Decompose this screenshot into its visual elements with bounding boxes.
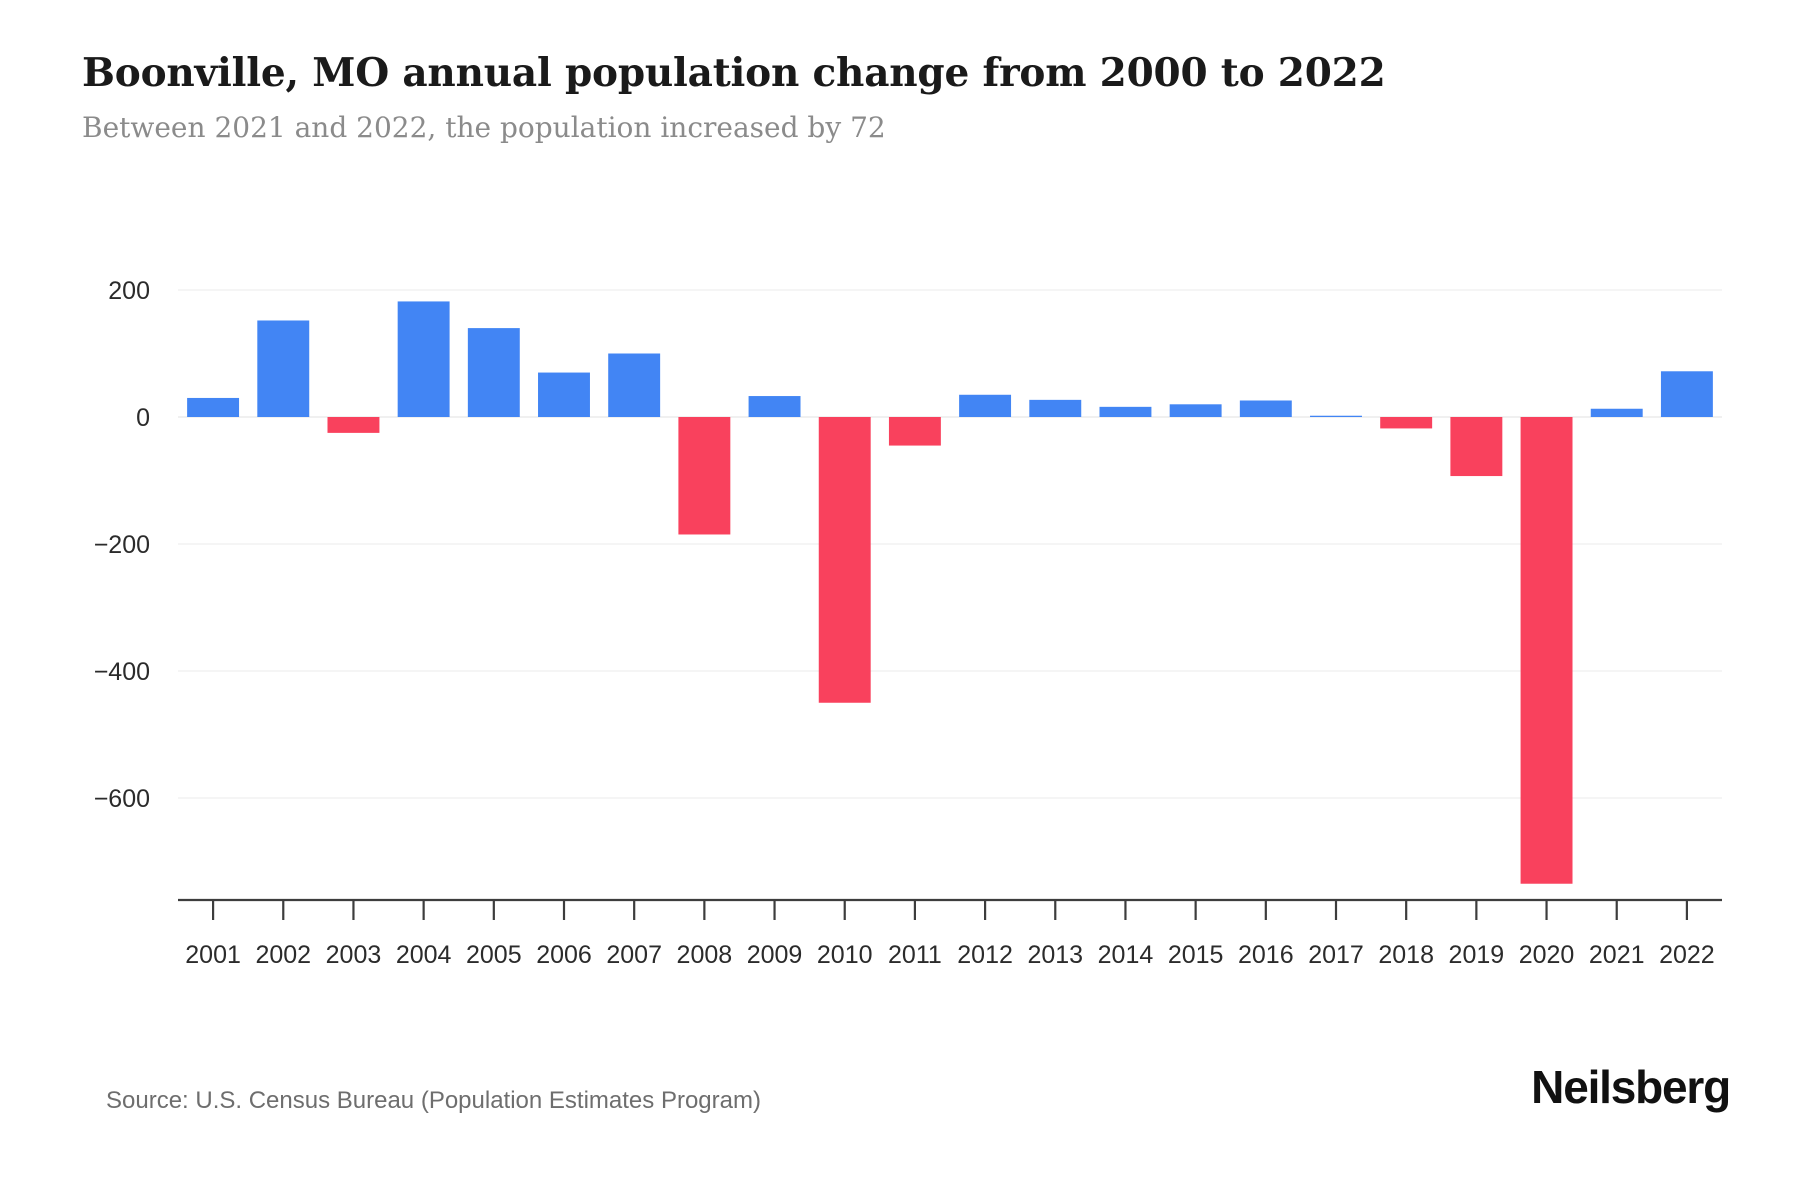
- bar-2013[interactable]: [1029, 399, 1082, 417]
- x-tick-label-2017: 2017: [1308, 941, 1364, 969]
- x-tick-label-2002: 2002: [255, 941, 311, 969]
- y-tick-label: 0: [136, 404, 150, 432]
- brand-logo: Neilsberg: [1531, 1061, 1731, 1113]
- bar-2007[interactable]: [608, 353, 661, 418]
- bar-2017[interactable]: [1310, 415, 1362, 417]
- bar-2011[interactable]: [888, 417, 941, 446]
- x-tick-label-2019: 2019: [1449, 941, 1505, 969]
- bar-2008[interactable]: [678, 417, 731, 535]
- x-tick-label-2006: 2006: [536, 941, 592, 969]
- bar-2010[interactable]: [818, 417, 871, 703]
- x-tick-label-2013: 2013: [1027, 941, 1083, 969]
- x-tick-label-2007: 2007: [606, 941, 662, 969]
- x-tick-label-2005: 2005: [466, 941, 522, 969]
- bar-2003[interactable]: [327, 417, 380, 433]
- bar-2005[interactable]: [467, 328, 520, 417]
- x-tick-label-2001: 2001: [185, 941, 241, 969]
- x-tick-label-2003: 2003: [326, 941, 382, 969]
- bar-2006[interactable]: [538, 372, 590, 417]
- y-tick-label: −200: [94, 531, 150, 559]
- x-tick-label-2018: 2018: [1378, 941, 1434, 969]
- y-tick-labels-group: 200 0 −200 −400 −600: [94, 277, 150, 813]
- bar-2004[interactable]: [397, 301, 450, 417]
- y-tick-label: 200: [108, 277, 150, 305]
- x-tick-label-2014: 2014: [1098, 941, 1154, 969]
- bar-2002[interactable]: [257, 320, 310, 417]
- x-tick-label-2009: 2009: [747, 941, 803, 969]
- bar-2018[interactable]: [1380, 417, 1433, 429]
- bar-2009[interactable]: [748, 396, 801, 417]
- x-tick-labels-group: 2001 2002 2003 2004 2005 2006 2007 2008 2009 2010…: [185, 941, 1714, 969]
- x-axis-group: [178, 898, 1722, 920]
- page-title: Boonville, MO annual population change f…: [82, 50, 1386, 96]
- bar-2019[interactable]: [1450, 417, 1503, 477]
- x-tick-label-2021: 2021: [1589, 941, 1645, 969]
- chart-subtitle: Between 2021 and 2022, the population in…: [82, 110, 886, 144]
- y-tick-label: −600: [94, 785, 150, 813]
- x-tick-label-2016: 2016: [1238, 941, 1294, 969]
- source-note: Source: U.S. Census Bureau (Population E…: [106, 1087, 761, 1114]
- chart-header: Boonville, MO annual population change f…: [82, 52, 1722, 144]
- bar-2022[interactable]: [1660, 371, 1713, 417]
- bar-2001[interactable]: [187, 397, 240, 417]
- bars-group: [187, 301, 1713, 884]
- bar-2012[interactable]: [959, 394, 1012, 417]
- x-tick-label-2008: 2008: [677, 941, 733, 969]
- bar-2020[interactable]: [1520, 417, 1573, 884]
- bar-2014[interactable]: [1099, 406, 1152, 417]
- x-tick-label-2022: 2022: [1659, 941, 1715, 969]
- bar-2016[interactable]: [1239, 400, 1292, 417]
- x-tick-label-2011: 2011: [888, 941, 942, 969]
- x-tick-label-2020: 2020: [1519, 941, 1575, 969]
- x-tick-label-2015: 2015: [1168, 941, 1224, 969]
- x-tick-label-2012: 2012: [957, 941, 1013, 969]
- x-tick-label-2004: 2004: [396, 941, 452, 969]
- bar-2021[interactable]: [1590, 408, 1643, 417]
- bar-2015[interactable]: [1169, 404, 1222, 417]
- x-tick-label-2010: 2010: [817, 941, 873, 969]
- y-tick-label: −400: [94, 658, 150, 686]
